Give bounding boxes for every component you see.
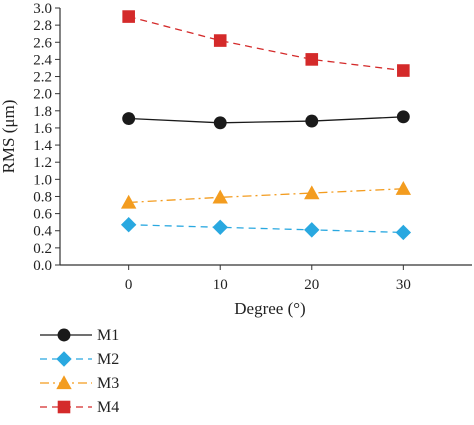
legend: M1 M2 M3 M4	[40, 327, 119, 416]
x-axis-title: Degree (°)	[234, 299, 305, 318]
series-line	[128, 224, 404, 234]
series-m3	[120, 181, 412, 209]
data-point	[396, 110, 410, 124]
data-point	[212, 189, 228, 204]
x-tick-label: 10	[213, 277, 228, 293]
series-line	[128, 116, 404, 124]
y-tick-label: 1.6	[33, 121, 52, 137]
data-point	[120, 217, 137, 233]
y-axis-ticks: 0.00.20.40.60.81.01.21.41.61.82.02.22.42…	[33, 1, 60, 274]
x-axis-ticks: 0 10 20 30	[125, 265, 411, 293]
legend-item: M1	[40, 327, 119, 344]
data-point	[395, 224, 412, 241]
x-tick-label: 0	[125, 277, 133, 293]
data-point	[213, 116, 227, 130]
y-tick-label: 0.4	[33, 224, 52, 240]
legend-marker	[56, 351, 72, 367]
data-point	[397, 64, 410, 77]
series-line	[128, 15, 404, 72]
y-tick-label: 0.6	[33, 207, 52, 223]
legend-label: M1	[97, 327, 119, 344]
y-tick-label: 2.2	[33, 70, 52, 86]
y-tick-label: 1.4	[33, 138, 52, 154]
data-point	[120, 194, 137, 209]
legend-marker	[56, 375, 72, 390]
y-tick-label: 0.0	[33, 258, 52, 274]
legend-item: M3	[40, 375, 119, 392]
data-point	[304, 222, 320, 238]
legend-item: M2	[40, 351, 119, 368]
data-point	[305, 114, 319, 128]
y-tick-label: 2.4	[33, 52, 52, 68]
y-tick-label: 0.8	[33, 189, 52, 205]
data-point	[212, 219, 228, 236]
y-tick-label: 2.0	[33, 87, 52, 103]
series-line	[128, 188, 404, 204]
data-point	[122, 10, 135, 23]
x-tick-label: 20	[304, 277, 319, 293]
y-axis-title: RMS (μm)	[0, 100, 18, 174]
legend-label: M4	[97, 399, 119, 416]
data-point	[395, 181, 412, 195]
data-point	[304, 185, 320, 200]
data-point	[305, 53, 319, 66]
axes	[59, 8, 472, 266]
y-tick-label: 1.8	[33, 104, 52, 120]
y-tick-label: 3.0	[33, 1, 52, 17]
data-point	[213, 34, 227, 47]
series-m1	[122, 110, 410, 130]
series-group	[120, 10, 412, 241]
series-m4	[122, 10, 410, 77]
y-tick-label: 1.2	[33, 155, 52, 171]
y-tick-label: 1.0	[33, 172, 52, 188]
legend-marker	[57, 400, 71, 414]
x-tick-label: 30	[396, 277, 411, 293]
legend-item: M4	[40, 399, 119, 416]
y-tick-label: 2.8	[33, 18, 52, 34]
y-tick-label: 0.2	[33, 241, 52, 257]
legend-label: M3	[97, 375, 119, 392]
data-point	[122, 112, 136, 125]
series-m2	[120, 217, 412, 241]
legend-label: M2	[97, 351, 119, 368]
y-tick-label: 2.6	[33, 35, 52, 51]
legend-marker	[57, 328, 71, 342]
